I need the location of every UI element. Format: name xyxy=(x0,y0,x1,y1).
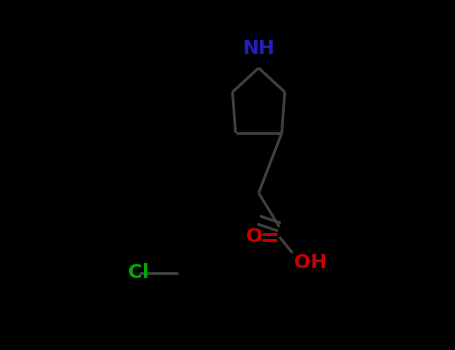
Text: Cl: Cl xyxy=(128,264,149,282)
Text: NH: NH xyxy=(243,39,275,58)
Text: OH: OH xyxy=(294,253,327,273)
Text: O: O xyxy=(246,228,263,246)
